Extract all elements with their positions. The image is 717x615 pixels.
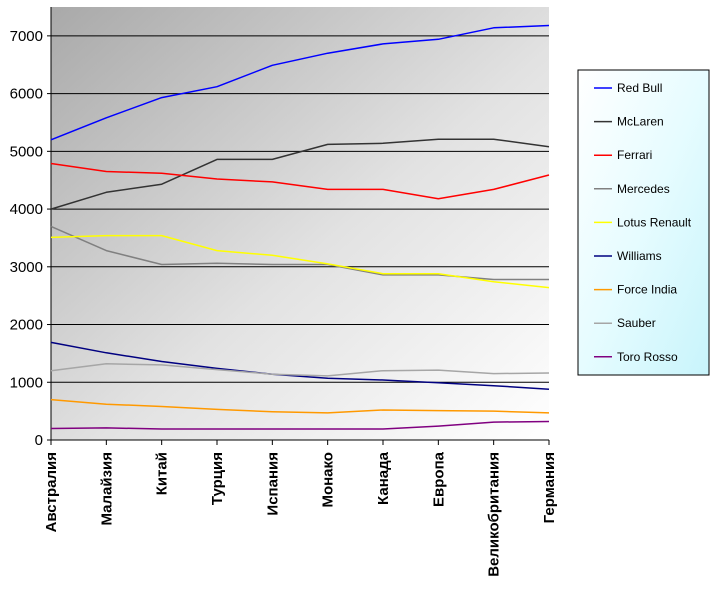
x-tick-label: Канада: [375, 451, 392, 505]
legend: Red Bull McLaren Ferrari Mercedes Lotus Rena…: [577, 69, 710, 376]
x-tick-label: Испания: [264, 452, 281, 516]
series-line-ferrari: [50, 162, 550, 200]
y-tick-label: 3000: [10, 259, 43, 276]
x-tick-label: Великобритания: [486, 452, 503, 577]
legend-label: Ferrari: [617, 148, 652, 162]
axes: 0 1000 2000 3000 4000 5000 6000 7000 Австралия Ма…: [10, 7, 558, 577]
gridlines: [51, 35, 549, 383]
y-tick-label: 2000: [10, 317, 43, 334]
legend-label: Toro Rosso: [617, 350, 678, 364]
series-line-williams: [50, 341, 550, 390]
legend-label: Sauber: [617, 316, 656, 330]
x-tick-label: Монако: [320, 452, 337, 508]
y-tick-label: 7000: [10, 28, 43, 45]
x-tick-label: Германия: [541, 452, 558, 523]
series-line-lotus-renault: [50, 234, 550, 289]
legend-label: Red Bull: [617, 81, 662, 95]
legend-label: Lotus Renault: [617, 215, 692, 229]
y-tick-label: 4000: [10, 201, 43, 218]
series-line-red-bull: [50, 24, 550, 141]
y-tick-label: 5000: [10, 143, 43, 160]
legend-label: Force India: [617, 283, 677, 297]
y-tick-label: 1000: [10, 374, 43, 391]
x-tick-label: Малайзия: [98, 452, 115, 526]
series-line-mclaren: [50, 138, 550, 210]
series-lines: [50, 24, 550, 430]
x-tick-label: Европа: [430, 451, 447, 507]
x-tick-label: Австралия: [43, 452, 60, 532]
legend-label: Williams: [617, 249, 662, 263]
plot-area: [51, 7, 549, 440]
x-tick-label: Китай: [154, 452, 171, 495]
x-tick-label: Турция: [209, 452, 226, 505]
legend-label: McLaren: [617, 115, 664, 129]
legend-label: Mercedes: [617, 182, 670, 196]
series-line-toro-rosso: [50, 420, 550, 430]
series-line-force-india: [50, 398, 550, 414]
series-line-sauber: [50, 363, 550, 377]
y-tick-label: 6000: [10, 86, 43, 103]
y-tick-label: 0: [35, 432, 43, 449]
